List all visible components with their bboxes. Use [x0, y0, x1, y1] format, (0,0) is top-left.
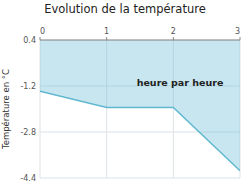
x-axis-line — [40, 40, 240, 41]
y-grid-line — [40, 178, 240, 179]
x-tick-label: 2 — [171, 27, 176, 36]
y-tick-label: -4.4 — [20, 174, 36, 183]
x-tick-label: 1 — [104, 27, 109, 36]
chart-svg: Evolution de la température Température e… — [0, 0, 250, 188]
title: Evolution de la température — [44, 2, 206, 16]
chart-container: Evolution de la température Température e… — [0, 0, 250, 188]
y-grid-line — [40, 40, 240, 41]
y-tick-label: -1.2 — [20, 82, 36, 91]
line — [40, 91, 240, 171]
x-tick-label: 3 — [235, 27, 240, 36]
y-tick-label: -2.8 — [20, 128, 36, 137]
plot-area — [40, 40, 240, 171]
grid — [40, 40, 240, 178]
area — [40, 40, 240, 171]
y-axis-label: Température en °C — [1, 69, 11, 150]
x-tick-label: 0 — [40, 27, 45, 36]
annotation: heure par heure — [137, 77, 224, 88]
y-tick-label: 0.4 — [23, 36, 36, 45]
